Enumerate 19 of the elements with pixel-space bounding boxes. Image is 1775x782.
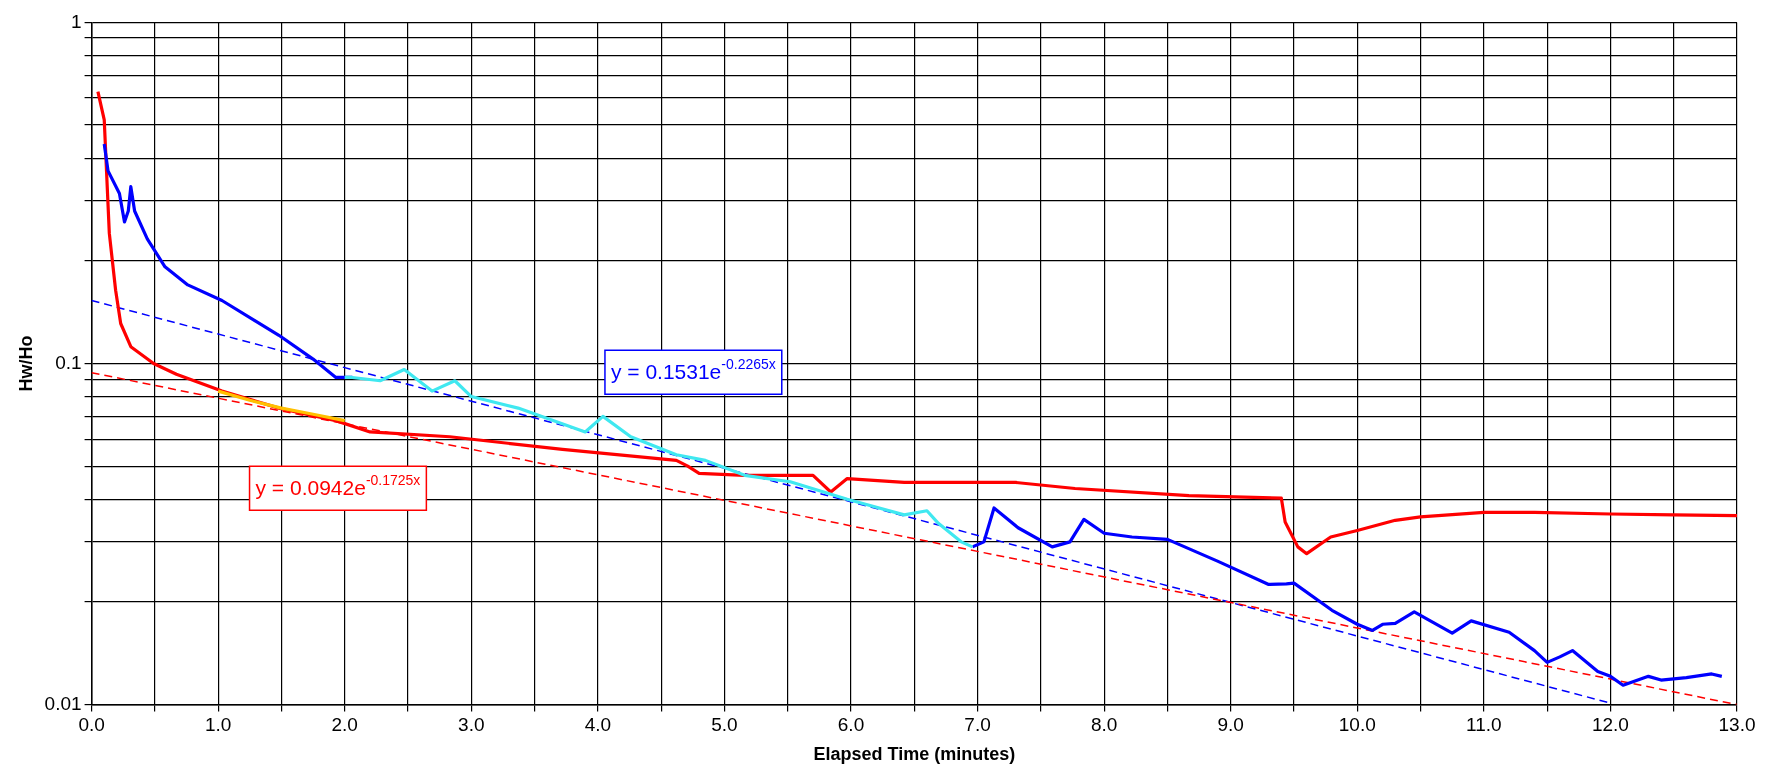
x-tick-label: 11.0 bbox=[1466, 714, 1502, 736]
x-tick-label: 10.0 bbox=[1338, 714, 1376, 736]
x-tick-label: 7.0 bbox=[964, 714, 991, 736]
x-tick-label: 1.0 bbox=[204, 714, 232, 736]
y-tick-label: 1 bbox=[71, 10, 82, 32]
x-tick-label: 4.0 bbox=[584, 714, 612, 736]
y-axis-title: Hw/Ho bbox=[15, 335, 36, 392]
x-tick-label: 9.0 bbox=[1217, 714, 1244, 736]
x-tick-label: 3.0 bbox=[458, 714, 485, 736]
x-tick-label: 2.0 bbox=[331, 714, 358, 736]
x-tick-label: 0.0 bbox=[78, 714, 105, 736]
x-tick-label: 6.0 bbox=[837, 714, 865, 736]
x-tick-label: 12.0 bbox=[1591, 714, 1629, 736]
y-tick-label: 0.01 bbox=[44, 692, 82, 714]
x-tick-label: 8.0 bbox=[1090, 714, 1118, 736]
x-tick-label: 13.0 bbox=[1718, 714, 1756, 736]
x-axis-title: Elapsed Time (minutes) bbox=[813, 744, 1016, 765]
y-tick-label: 0.1 bbox=[55, 351, 82, 373]
x-tick-label: 5.0 bbox=[711, 714, 738, 736]
